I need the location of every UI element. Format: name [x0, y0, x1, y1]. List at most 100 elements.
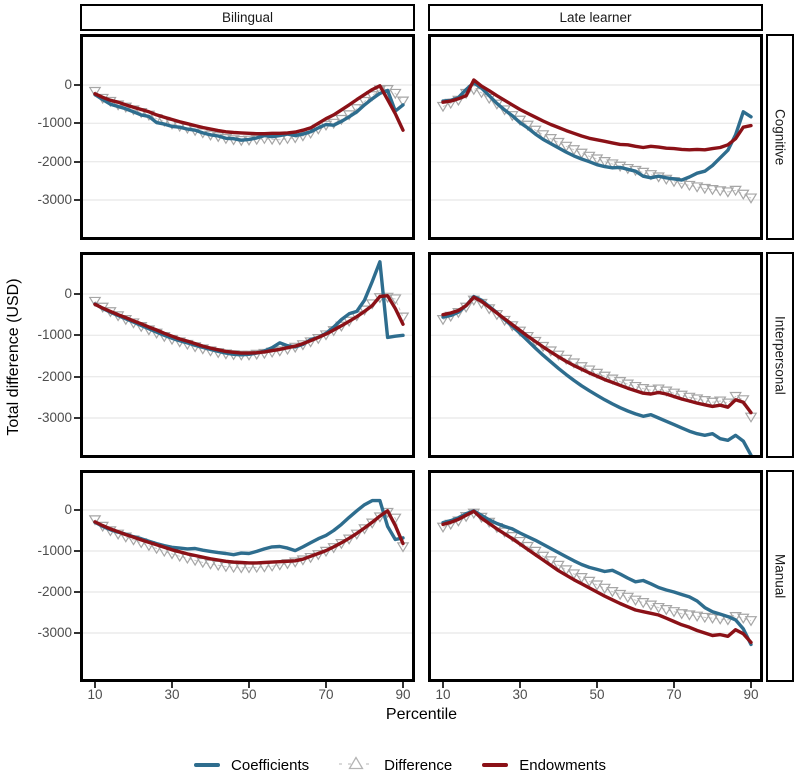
y-tick-label: -2000 [37, 584, 72, 599]
x-tick-mark [325, 682, 327, 688]
difference-triangle-marker [683, 610, 696, 621]
difference-triangle-marker [598, 157, 611, 168]
y-tick-label: -3000 [37, 625, 72, 640]
y-tick-mark [74, 293, 80, 295]
legend-label: Difference [384, 756, 453, 774]
panel-border [428, 470, 763, 682]
y-tick-mark [74, 416, 80, 419]
difference-triangle-marker [713, 396, 727, 407]
difference-triangle-marker [583, 151, 596, 163]
legend-label: Endowments [519, 756, 606, 774]
facet-strip-bilingual: Bilingual [80, 4, 415, 31]
difference-line [442, 512, 752, 622]
x-tick-mark [94, 682, 96, 688]
difference-triangle-marker [389, 294, 402, 305]
panel-bilingual-manual [80, 470, 415, 682]
difference-triangle-marker [389, 88, 402, 100]
x-tick-label: 70 [318, 687, 334, 702]
difference-triangle-marker [690, 611, 704, 622]
difference-triangle-marker [629, 595, 642, 606]
y-tick-mark [74, 509, 80, 511]
difference-triangle-marker [396, 96, 410, 107]
x-tick-mark [750, 682, 752, 688]
facet-strip-interpersonal: Interpersonal [766, 252, 794, 458]
coefficients-line [93, 88, 405, 142]
y-tick-mark [74, 550, 80, 552]
facet-strip-manual: Manual [766, 470, 794, 682]
x-tick-label: 10 [87, 687, 103, 702]
facet-strip-label: Interpersonal [772, 315, 788, 395]
legend-label: Coefficients [231, 756, 310, 774]
difference-triangle-marker [729, 612, 742, 623]
x-tick-label: 70 [666, 687, 682, 702]
panel-late-learner-manual [428, 470, 763, 682]
facet-strip-late-learner: Late learner [428, 4, 763, 31]
difference-triangle-marker [652, 384, 665, 395]
y-tick-label: -1000 [37, 115, 72, 131]
difference-line [442, 89, 752, 199]
x-tick-mark [596, 682, 598, 688]
x-tick-label: 50 [241, 687, 257, 702]
difference-triangle-marker [621, 592, 635, 604]
difference-triangle-key-icon [339, 754, 374, 777]
coefficients-line [93, 260, 405, 357]
difference-triangle-marker [606, 586, 619, 598]
y-tick-label: 0 [64, 502, 72, 517]
panel-border [80, 34, 415, 240]
difference-triangle-marker [667, 607, 681, 618]
y-tick-label: -1000 [37, 327, 72, 343]
y-tick-label: -2000 [37, 153, 72, 169]
panel-border [80, 252, 415, 458]
x-tick-label: 30 [512, 687, 528, 702]
difference-triangle-marker [644, 385, 658, 397]
difference-triangle-marker [744, 193, 758, 204]
y-tick-mark [74, 160, 80, 163]
triangle-key-glyph [339, 755, 374, 769]
difference-triangle-marker [590, 154, 604, 165]
x-tick-label: 90 [395, 687, 411, 702]
endowments-line [441, 509, 753, 645]
y-tick-label: 0 [64, 286, 72, 301]
x-tick-mark [519, 682, 521, 688]
endowments-line [93, 84, 405, 136]
y-tick-mark [74, 198, 80, 201]
legend-item-difference: Difference [339, 754, 452, 777]
panel-bilingual-interpersonal [80, 252, 415, 458]
endowments-line [93, 509, 405, 565]
difference-triangle-marker [690, 394, 704, 405]
x-tick-mark [402, 682, 404, 688]
difference-triangle-marker [690, 182, 704, 193]
difference-triangle-marker [698, 396, 712, 407]
y-tick-mark [74, 334, 80, 337]
panel-border [80, 470, 415, 682]
difference-triangle-marker [652, 602, 665, 614]
y-tick-label: -3000 [37, 409, 72, 425]
difference-triangle-marker [737, 613, 750, 624]
endowments-line [441, 295, 753, 415]
y-tick-mark [74, 591, 80, 593]
coefficients-line [441, 509, 753, 647]
difference-triangle-marker [88, 296, 102, 308]
difference-triangle-marker [660, 386, 673, 397]
coefficients-line-key-icon [194, 763, 221, 767]
panel-late-learner-cognitive [428, 34, 763, 240]
x-tick-mark [673, 682, 675, 688]
difference-triangle-marker [744, 616, 758, 627]
y-tick-mark [74, 375, 80, 378]
difference-triangle-marker [636, 598, 650, 609]
y-tick-mark [74, 84, 80, 86]
legend: Coefficients Difference Endowments [0, 750, 800, 780]
legend-item-coefficients: Coefficients [194, 757, 309, 774]
y-tick-label: -2000 [37, 368, 72, 384]
difference-triangle-marker [88, 86, 102, 98]
endowments-line-key-icon [482, 763, 509, 767]
difference-triangle-marker [644, 170, 658, 181]
y-tick-label: -3000 [37, 191, 72, 207]
x-tick-mark [248, 682, 250, 688]
panel-border [428, 252, 763, 458]
difference-triangle-marker [613, 589, 627, 601]
facet-strip-label: Manual [772, 553, 788, 599]
panel-late-learner-interpersonal [428, 252, 763, 458]
difference-triangle-marker [636, 384, 650, 395]
